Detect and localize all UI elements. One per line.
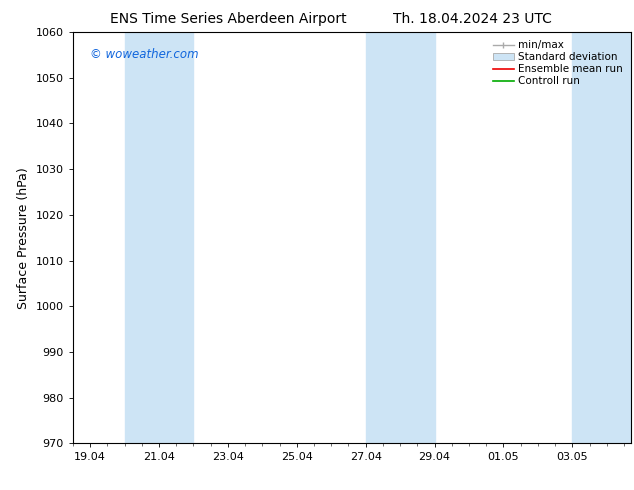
Legend: min/max, Standard deviation, Ensemble mean run, Controll run: min/max, Standard deviation, Ensemble me…: [489, 37, 626, 90]
Text: Th. 18.04.2024 23 UTC: Th. 18.04.2024 23 UTC: [393, 12, 552, 26]
Y-axis label: Surface Pressure (hPa): Surface Pressure (hPa): [17, 167, 30, 309]
Bar: [124, 32, 193, 443]
Text: © woweather.com: © woweather.com: [89, 49, 198, 61]
Text: ENS Time Series Aberdeen Airport: ENS Time Series Aberdeen Airport: [110, 12, 347, 26]
Bar: [366, 32, 434, 443]
Bar: [573, 32, 631, 443]
